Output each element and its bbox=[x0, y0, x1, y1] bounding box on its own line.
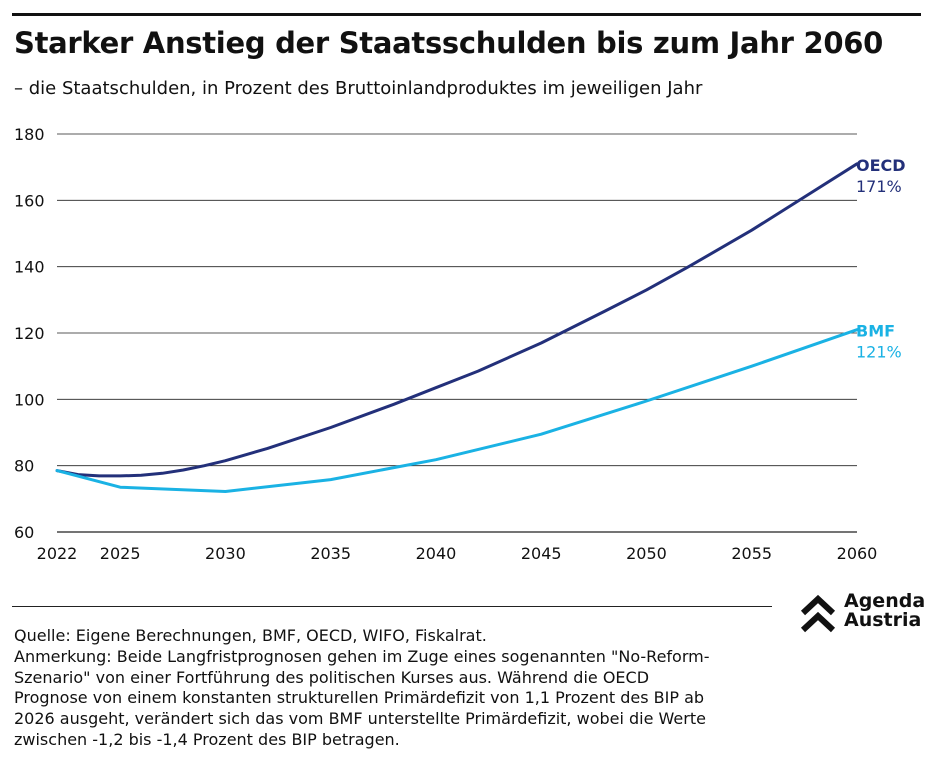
agenda-austria-logo: Agenda Austria bbox=[800, 592, 930, 638]
logo-wordmark: Agenda Austria bbox=[844, 592, 925, 630]
x-tick-label: 2050 bbox=[626, 544, 667, 563]
series-line-bmf bbox=[55, 328, 859, 493]
x-tick-label: 2030 bbox=[205, 544, 246, 563]
series-line-oecd bbox=[55, 162, 859, 478]
y-tick-label: 100 bbox=[14, 390, 45, 409]
logo-line-2: Austria bbox=[844, 609, 922, 631]
y-tick-label: 180 bbox=[14, 125, 45, 144]
top-rule bbox=[12, 13, 921, 16]
x-tick-label: 2040 bbox=[416, 544, 457, 563]
y-tick-label: 160 bbox=[14, 191, 45, 210]
chart-title: Starker Anstieg der Staatsschulden bis z… bbox=[14, 26, 883, 60]
x-tick-label: 2055 bbox=[731, 544, 772, 563]
chart-subtitle: – die Staatschulden, in Prozent des Brut… bbox=[14, 78, 703, 99]
x-tick-label: 2022 bbox=[37, 544, 78, 563]
x-tick-label: 2060 bbox=[837, 544, 878, 563]
series-end-value-oecd: 171% bbox=[856, 177, 902, 196]
series-end-value-bmf: 121% bbox=[856, 343, 902, 362]
logo-line-1: Agenda bbox=[844, 590, 926, 612]
y-tick-label: 120 bbox=[14, 324, 45, 343]
x-tick-label: 2035 bbox=[310, 544, 351, 563]
y-tick-label: 60 bbox=[14, 523, 34, 542]
series-label-oecd: OECD bbox=[856, 156, 906, 175]
line-chart: 60 80 100 120 140 160 180 2022 2025 2030 2035 2040 2… bbox=[14, 125, 906, 563]
x-tick-label: 2025 bbox=[100, 544, 141, 563]
footer-notes: Quelle: Eigene Berechnungen, BMF, OECD, … bbox=[14, 626, 784, 751]
bottom-rule bbox=[12, 606, 772, 607]
x-tick-label: 2045 bbox=[521, 544, 562, 563]
source-note: Quelle: Eigene Berechnungen, BMF, OECD, … bbox=[14, 626, 487, 645]
y-tick-label: 140 bbox=[14, 258, 45, 277]
chevron-up-logo-icon bbox=[800, 594, 836, 633]
series-label-bmf: BMF bbox=[856, 322, 895, 341]
methodology-note: Anmerkung: Beide Langfristprognosen gehe… bbox=[14, 646, 710, 749]
y-tick-label: 80 bbox=[14, 457, 34, 476]
